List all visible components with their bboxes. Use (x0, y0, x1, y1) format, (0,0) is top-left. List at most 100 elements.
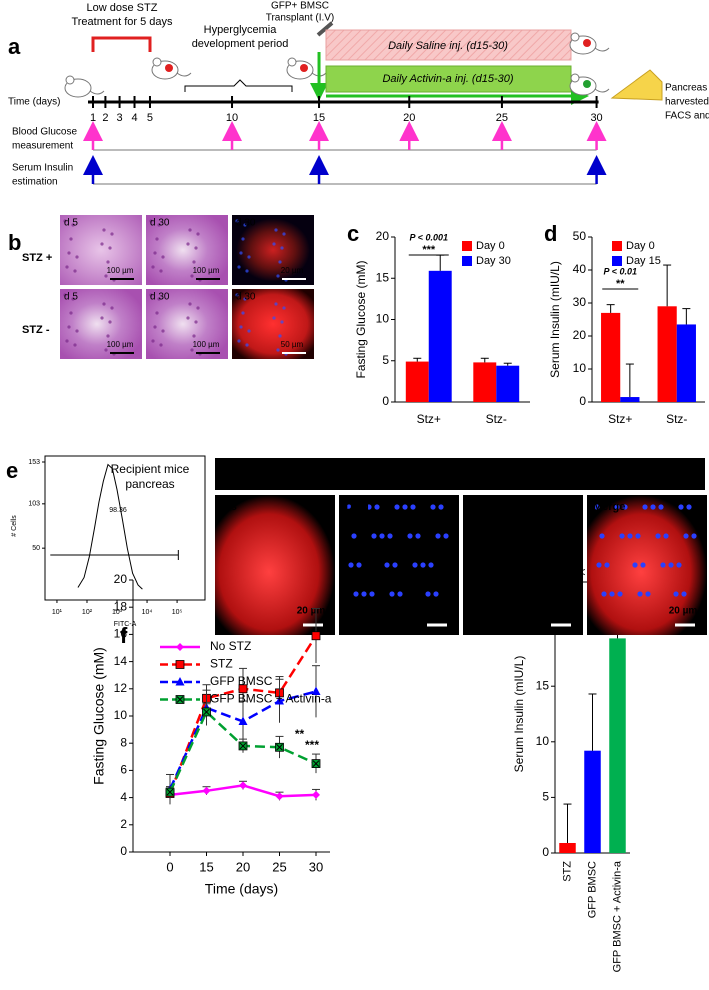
cell-nucleus (63, 219, 67, 223)
cell-nucleus (65, 339, 69, 343)
tile-label: d 30 (236, 218, 256, 229)
dapi-nucleus (415, 533, 421, 539)
cell-nucleus (278, 334, 282, 338)
row-label: STZ + (22, 252, 52, 264)
row-label: STZ - (22, 324, 50, 336)
legend-label: Day 30 (476, 255, 511, 267)
dapi-nucleus (433, 591, 439, 597)
cell-nucleus (110, 306, 114, 310)
x-tick-label: 10⁵ (172, 609, 183, 616)
dapi-nucleus (645, 591, 651, 597)
cell-nucleus (274, 302, 278, 306)
panel-label: b (8, 230, 21, 255)
micrograph (146, 289, 228, 359)
annotation: development period (192, 38, 289, 50)
y-tick-label: 6 (120, 763, 127, 777)
cell-nucleus (235, 219, 239, 223)
gate-label: 98.36 (109, 507, 127, 514)
legend-swatch (462, 241, 472, 251)
channel-label: Ins (221, 501, 237, 513)
cell-nucleus (235, 293, 239, 297)
hyper-bracket (184, 79, 293, 92)
dapi-nucleus (366, 504, 372, 510)
tile-label: d 5 (64, 218, 78, 229)
x-tick-label: Stz+ (608, 412, 632, 426)
y-tick-label: 15 (536, 678, 550, 692)
cell-nucleus (239, 325, 243, 329)
dapi-nucleus (428, 562, 434, 568)
cell-nucleus (157, 223, 161, 227)
dapi-nucleus (673, 591, 679, 597)
marker-cross (276, 743, 283, 751)
annotation: Hyperglycemia (204, 24, 278, 36)
y-tick-label: 12 (114, 681, 128, 695)
legend-swatch (462, 256, 472, 266)
x-tick-label: GFP BMSC + Activin-a (611, 860, 623, 972)
cell-nucleus (155, 237, 159, 241)
mouse-ear (287, 57, 297, 67)
dapi-nucleus (637, 591, 643, 597)
cell-nucleus (161, 255, 165, 259)
micrograph (60, 215, 142, 285)
row-label: estimation (12, 177, 58, 188)
dapi-nucleus (594, 504, 600, 510)
cell-nucleus (188, 228, 192, 232)
dapi-nucleus (348, 562, 354, 568)
dapi-nucleus (642, 504, 648, 510)
cell-nucleus (65, 265, 69, 269)
cell-nucleus (102, 228, 106, 232)
annotation: Treatment for 5 days (71, 16, 173, 28)
tile-label: d 30 (236, 292, 256, 303)
annotation: Pancreas (665, 83, 707, 94)
dapi-nucleus (369, 591, 375, 597)
y-tick-label: 30 (573, 295, 587, 309)
mouse-tail (594, 88, 610, 93)
cell-nucleus (280, 320, 284, 324)
cell-nucleus (276, 274, 280, 278)
cell-nucleus (192, 334, 196, 338)
dapi-nucleus (435, 533, 441, 539)
x-tick-label: 10² (82, 609, 93, 616)
tile-label: d 30 (150, 292, 170, 303)
mouse-ear (152, 57, 162, 67)
axis-label: Time (days) (8, 97, 60, 108)
timeline-tick-label: 30 (590, 112, 602, 124)
cell-nucleus (71, 297, 75, 301)
scale-label: 20 µm (297, 606, 326, 617)
x-tick-label: 30 (309, 859, 323, 874)
dapi-nucleus (676, 562, 682, 568)
bar (601, 312, 621, 402)
cell-nucleus (245, 269, 249, 273)
cell-nucleus (237, 339, 241, 343)
cell-nucleus (280, 246, 284, 250)
mouse-dot (165, 64, 173, 72)
dapi-nucleus (609, 591, 615, 597)
cell-nucleus (239, 251, 243, 255)
dapi-nucleus (425, 591, 431, 597)
bar (496, 365, 520, 402)
marker-cross (203, 708, 210, 716)
dapi-nucleus (384, 562, 390, 568)
bar (428, 270, 452, 402)
annotation: Transplant (I.V) (266, 13, 335, 24)
y-tick-label: 50 (32, 545, 40, 552)
cell-nucleus (243, 297, 247, 301)
marker (238, 716, 248, 725)
marker-cross (176, 696, 184, 703)
cell-nucleus (241, 311, 245, 315)
image-title: BMSC recipient mice before transplant (357, 466, 563, 480)
legend-swatch (612, 256, 622, 266)
cell-nucleus (274, 228, 278, 232)
y-axis-label: # Cells (11, 515, 18, 537)
cell-nucleus (151, 265, 155, 269)
scale-label: 20 µm (281, 266, 304, 275)
scale-label: 20 µm (545, 606, 574, 617)
cell-nucleus (194, 246, 198, 250)
dapi-nucleus (683, 533, 689, 539)
micrograph (60, 289, 142, 359)
mouse-dot (583, 39, 591, 47)
marker (239, 781, 247, 790)
marker (311, 686, 321, 696)
mouse-dot (583, 80, 591, 88)
